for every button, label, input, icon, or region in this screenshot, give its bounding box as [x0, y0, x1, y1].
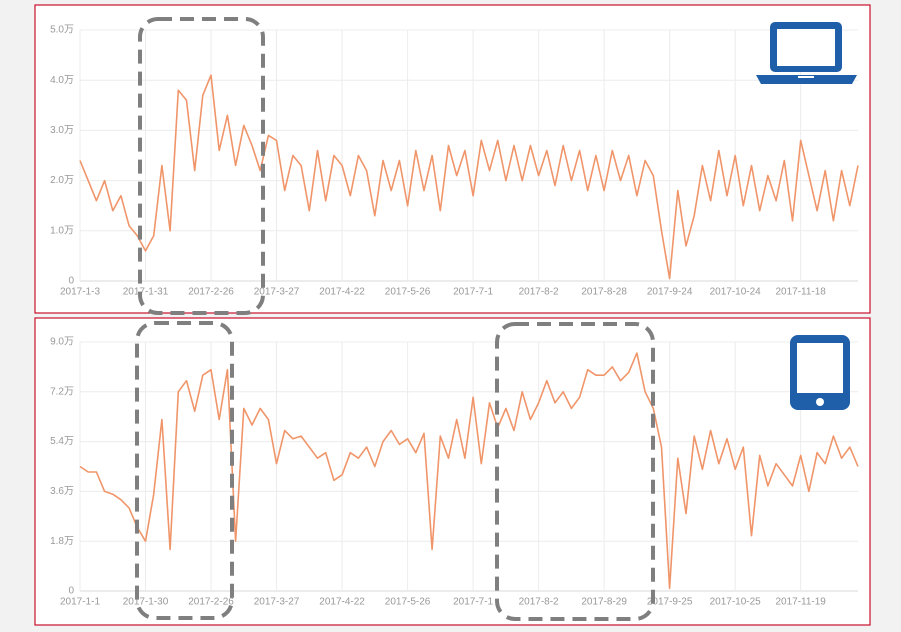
- x-tick-label: 2017-4-22: [319, 597, 365, 608]
- y-tick-label: 4.0万: [50, 75, 74, 86]
- x-tick-label: 2017-2-26: [188, 287, 234, 298]
- x-tick-label: 2017-1-1: [60, 597, 100, 608]
- x-tick-label: 2017-11-18: [775, 287, 826, 298]
- laptop-base: [756, 75, 857, 84]
- x-tick-label: 2017-7-1: [453, 597, 493, 608]
- y-tick-label: 0: [68, 276, 74, 287]
- x-tick-label: 2017-2-26: [188, 597, 234, 608]
- highlight-box: [495, 322, 655, 621]
- y-tick-label: 5.0万: [50, 25, 74, 36]
- highlight-boxes: [135, 17, 655, 621]
- x-tick-label: 2017-5-26: [385, 597, 431, 608]
- y-tick-label: 7.2万: [50, 386, 74, 397]
- plots: 0 1.0万 2.0万 3.0万 4.0万 5.0万 2017-1-3 2017-1-31 20…: [50, 25, 859, 608]
- y-tick-label: 1.0万: [50, 225, 74, 236]
- x-tick-label: 2017-8-28: [581, 287, 627, 298]
- x-tick-label: 2017-8-29: [581, 597, 627, 608]
- y-tick-label: 1.8万: [50, 536, 74, 547]
- y-tick-label: 2.0万: [50, 175, 74, 186]
- x-tick-label: 2017-9-25: [647, 597, 693, 608]
- y-tick-label: 9.0万: [50, 337, 74, 348]
- x-tick-label: 2017-1-30: [123, 597, 169, 608]
- highlight-box: [135, 321, 234, 620]
- line-series: [79, 352, 859, 589]
- laptop-display: [777, 29, 835, 66]
- y-tick-label: 3.6万: [50, 486, 74, 497]
- x-tick-label: 2017-1-3: [60, 287, 100, 298]
- x-tick-label: 2017-3-27: [254, 287, 300, 298]
- laptop-icon: [756, 22, 857, 84]
- x-tick-label: 2017-11-19: [775, 597, 826, 608]
- laptop-slot: [798, 76, 814, 78]
- tablet-button: [816, 398, 824, 406]
- tablet-icon: [790, 335, 850, 410]
- x-tick-label: 2017-9-24: [647, 287, 693, 298]
- x-tick-label: 2017-4-22: [319, 287, 365, 298]
- x-tick-label: 2017-7-1: [453, 287, 493, 298]
- y-tick-label: 5.4万: [50, 436, 74, 447]
- x-tick-label: 2017-3-27: [254, 597, 300, 608]
- x-tick-label: 2017-10-24: [710, 287, 762, 298]
- y-tick-label: 3.0万: [50, 125, 74, 136]
- x-tick-label: 2017-1-31: [123, 287, 169, 298]
- x-tick-label: 2017-10-25: [710, 597, 762, 608]
- x-tick-label: 2017-8-2: [519, 287, 559, 298]
- line-series: [79, 74, 859, 280]
- x-tick-label: 2017-8-2: [519, 597, 559, 608]
- x-tick-label: 2017-5-26: [385, 287, 431, 298]
- tablet-display: [797, 343, 843, 393]
- panel-frame: [34, 317, 871, 626]
- highlight-box: [138, 17, 265, 315]
- y-tick-label: 0: [68, 586, 74, 597]
